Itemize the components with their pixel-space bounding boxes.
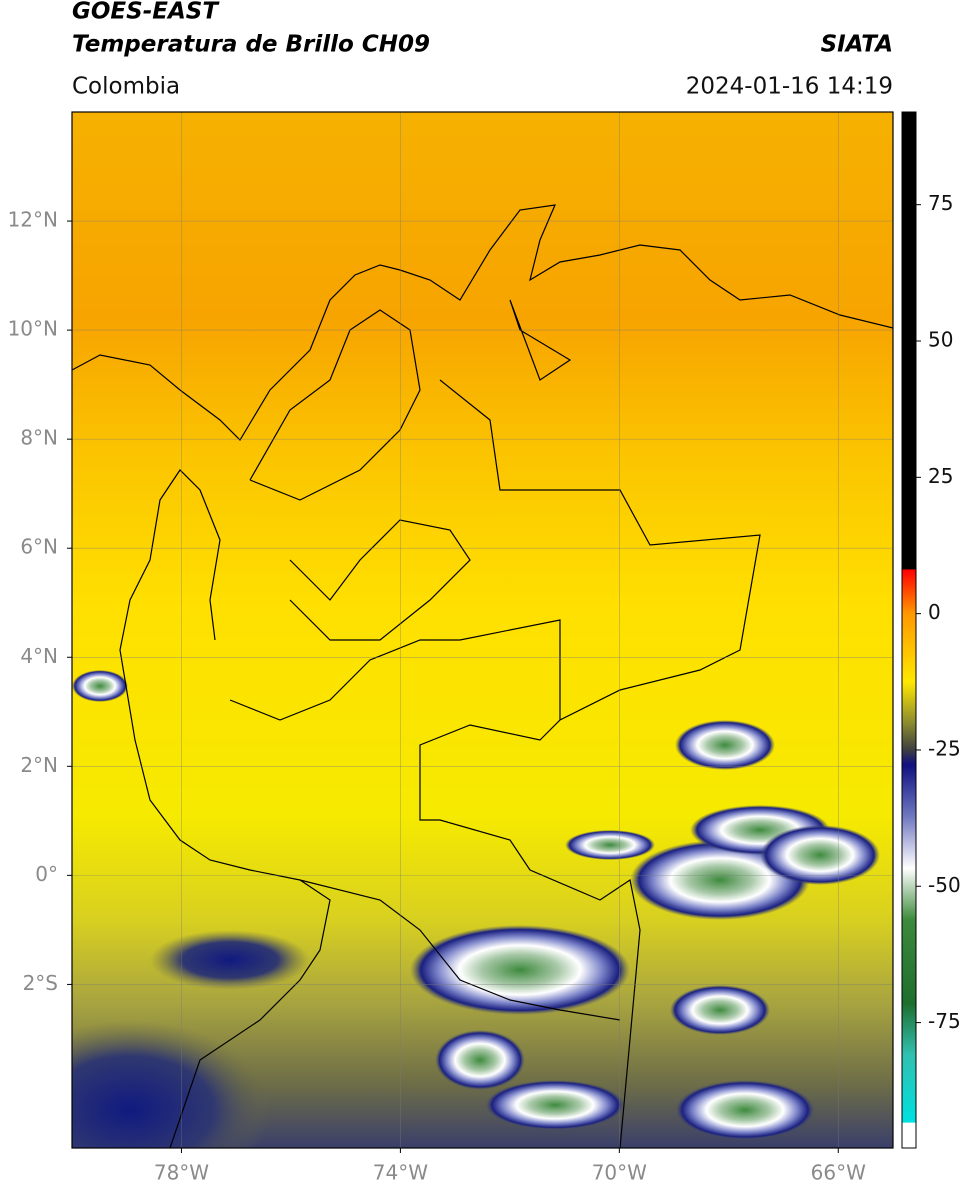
colorbar-tick-label: -75 xyxy=(928,1009,961,1033)
source-title: SIATA xyxy=(821,32,893,58)
region-label: Colombia xyxy=(72,74,180,100)
border xyxy=(229,619,561,721)
cloud xyxy=(670,985,770,1035)
colorbar xyxy=(901,111,917,1149)
cloud xyxy=(435,1030,525,1090)
colorbar-tick-label: 50 xyxy=(928,328,953,352)
lat-tick-label: 10°N xyxy=(8,317,58,341)
colorbar-tick-label: 25 xyxy=(928,464,953,488)
cloud xyxy=(565,830,655,860)
lat-tick-label: 4°N xyxy=(20,644,58,668)
lat-tick-label: 12°N xyxy=(8,208,58,232)
cloud xyxy=(675,720,775,770)
lon-tick-label: 74°W xyxy=(373,1161,428,1185)
map-image xyxy=(72,112,893,1148)
colorbar-tick-label: 75 xyxy=(928,191,953,215)
cloud xyxy=(410,925,630,1015)
border xyxy=(509,299,572,381)
border xyxy=(419,379,761,1148)
colorbar-tick-label: -25 xyxy=(928,736,961,760)
lat-tick-label: 0° xyxy=(35,862,58,886)
lon-tick-label: 70°W xyxy=(592,1161,647,1185)
lat-tick-label: 2°S xyxy=(23,971,58,995)
lat-tick-label: 6°N xyxy=(20,535,58,559)
lon-tick-label: 78°W xyxy=(154,1161,209,1185)
cloud xyxy=(760,825,880,885)
satellite-title: GOES-EAST xyxy=(72,0,220,25)
coastline xyxy=(72,204,893,441)
lat-tick-label: 8°N xyxy=(20,426,58,450)
product-title: Temperatura de Brillo CH09 xyxy=(72,32,430,58)
cloud xyxy=(675,1080,815,1140)
colorbar-tick-label: -50 xyxy=(928,873,961,897)
lon-tick-label: 66°W xyxy=(811,1161,866,1185)
cold-area xyxy=(72,1020,270,1148)
lat-tick-label: 2°N xyxy=(20,753,58,777)
border xyxy=(289,519,471,641)
cold-area xyxy=(150,930,310,990)
cloud xyxy=(485,1080,625,1130)
cloud xyxy=(72,670,128,702)
map-frame xyxy=(71,111,894,1149)
timestamp-label: 2024-01-16 14:19 xyxy=(686,74,893,100)
coastline xyxy=(119,469,331,1148)
border xyxy=(299,879,621,1021)
colorbar-tick-label: 0 xyxy=(928,600,941,624)
